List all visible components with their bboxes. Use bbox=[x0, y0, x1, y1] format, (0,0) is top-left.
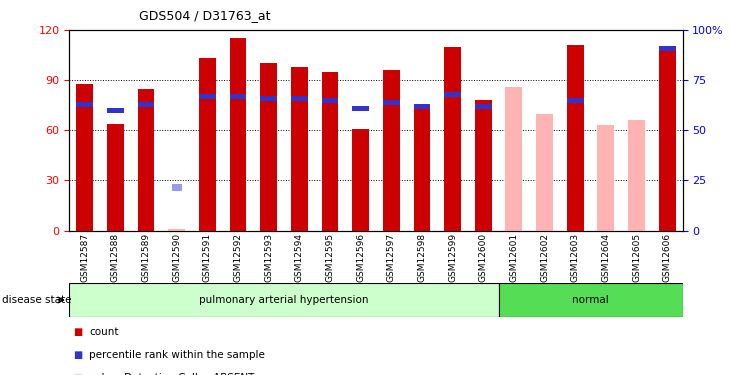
Bar bbox=[383, 100, 400, 105]
Text: GSM12596: GSM12596 bbox=[356, 233, 365, 282]
Text: GSM12591: GSM12591 bbox=[203, 233, 212, 282]
Text: GSM12605: GSM12605 bbox=[632, 233, 641, 282]
Bar bbox=[291, 67, 308, 231]
Text: GSM12594: GSM12594 bbox=[295, 233, 304, 282]
Bar bbox=[444, 47, 461, 231]
Text: GSM12592: GSM12592 bbox=[234, 233, 242, 282]
Bar bbox=[628, 120, 645, 231]
Bar bbox=[505, 87, 523, 231]
Bar bbox=[137, 102, 155, 107]
Text: GSM12588: GSM12588 bbox=[111, 233, 120, 282]
Bar bbox=[413, 107, 431, 231]
Text: ■: ■ bbox=[73, 374, 82, 375]
Bar bbox=[168, 229, 185, 231]
Text: GSM12589: GSM12589 bbox=[142, 233, 150, 282]
Bar bbox=[566, 45, 584, 231]
Bar bbox=[474, 100, 492, 231]
Bar bbox=[76, 102, 93, 107]
Text: GSM12595: GSM12595 bbox=[326, 233, 334, 282]
Text: disease state: disease state bbox=[2, 295, 72, 305]
Text: GSM12598: GSM12598 bbox=[418, 233, 426, 282]
Bar bbox=[107, 124, 124, 231]
Bar bbox=[321, 72, 339, 231]
Bar bbox=[229, 94, 247, 99]
Bar bbox=[566, 98, 584, 103]
Bar bbox=[352, 106, 369, 111]
Bar bbox=[597, 125, 615, 231]
Text: count: count bbox=[89, 327, 118, 337]
Text: GSM12601: GSM12601 bbox=[510, 233, 518, 282]
Text: GSM12602: GSM12602 bbox=[540, 233, 549, 282]
Text: GSM12606: GSM12606 bbox=[663, 233, 672, 282]
Text: percentile rank within the sample: percentile rank within the sample bbox=[89, 350, 265, 360]
Bar bbox=[536, 114, 553, 231]
Text: GSM12587: GSM12587 bbox=[80, 233, 89, 282]
Bar bbox=[383, 70, 400, 231]
Bar bbox=[444, 92, 461, 97]
Bar bbox=[69, 283, 499, 317]
Text: ■: ■ bbox=[73, 350, 82, 360]
Bar bbox=[658, 48, 676, 231]
Bar bbox=[474, 104, 492, 109]
Bar bbox=[137, 88, 155, 231]
Text: GSM12604: GSM12604 bbox=[602, 233, 610, 282]
Text: ■: ■ bbox=[73, 327, 82, 337]
Bar bbox=[291, 96, 308, 101]
Bar bbox=[658, 45, 676, 51]
Bar bbox=[260, 96, 277, 101]
Bar bbox=[199, 94, 216, 99]
Text: normal: normal bbox=[572, 295, 609, 305]
Bar bbox=[199, 58, 216, 231]
Bar bbox=[76, 84, 93, 231]
Text: GSM12600: GSM12600 bbox=[479, 233, 488, 282]
Bar bbox=[413, 104, 431, 109]
Text: value, Detection Call = ABSENT: value, Detection Call = ABSENT bbox=[89, 374, 255, 375]
Bar bbox=[352, 129, 369, 231]
Text: GSM12603: GSM12603 bbox=[571, 233, 580, 282]
Bar bbox=[172, 184, 182, 190]
Bar bbox=[107, 108, 124, 113]
Text: GDS504 / D31763_at: GDS504 / D31763_at bbox=[139, 9, 270, 22]
Text: GSM12590: GSM12590 bbox=[172, 233, 181, 282]
Text: GSM12597: GSM12597 bbox=[387, 233, 396, 282]
Bar bbox=[499, 283, 683, 317]
Bar bbox=[321, 98, 339, 103]
Bar bbox=[260, 63, 277, 231]
Text: GSM12593: GSM12593 bbox=[264, 233, 273, 282]
Bar bbox=[229, 38, 247, 231]
Text: pulmonary arterial hypertension: pulmonary arterial hypertension bbox=[199, 295, 369, 305]
Text: GSM12599: GSM12599 bbox=[448, 233, 457, 282]
